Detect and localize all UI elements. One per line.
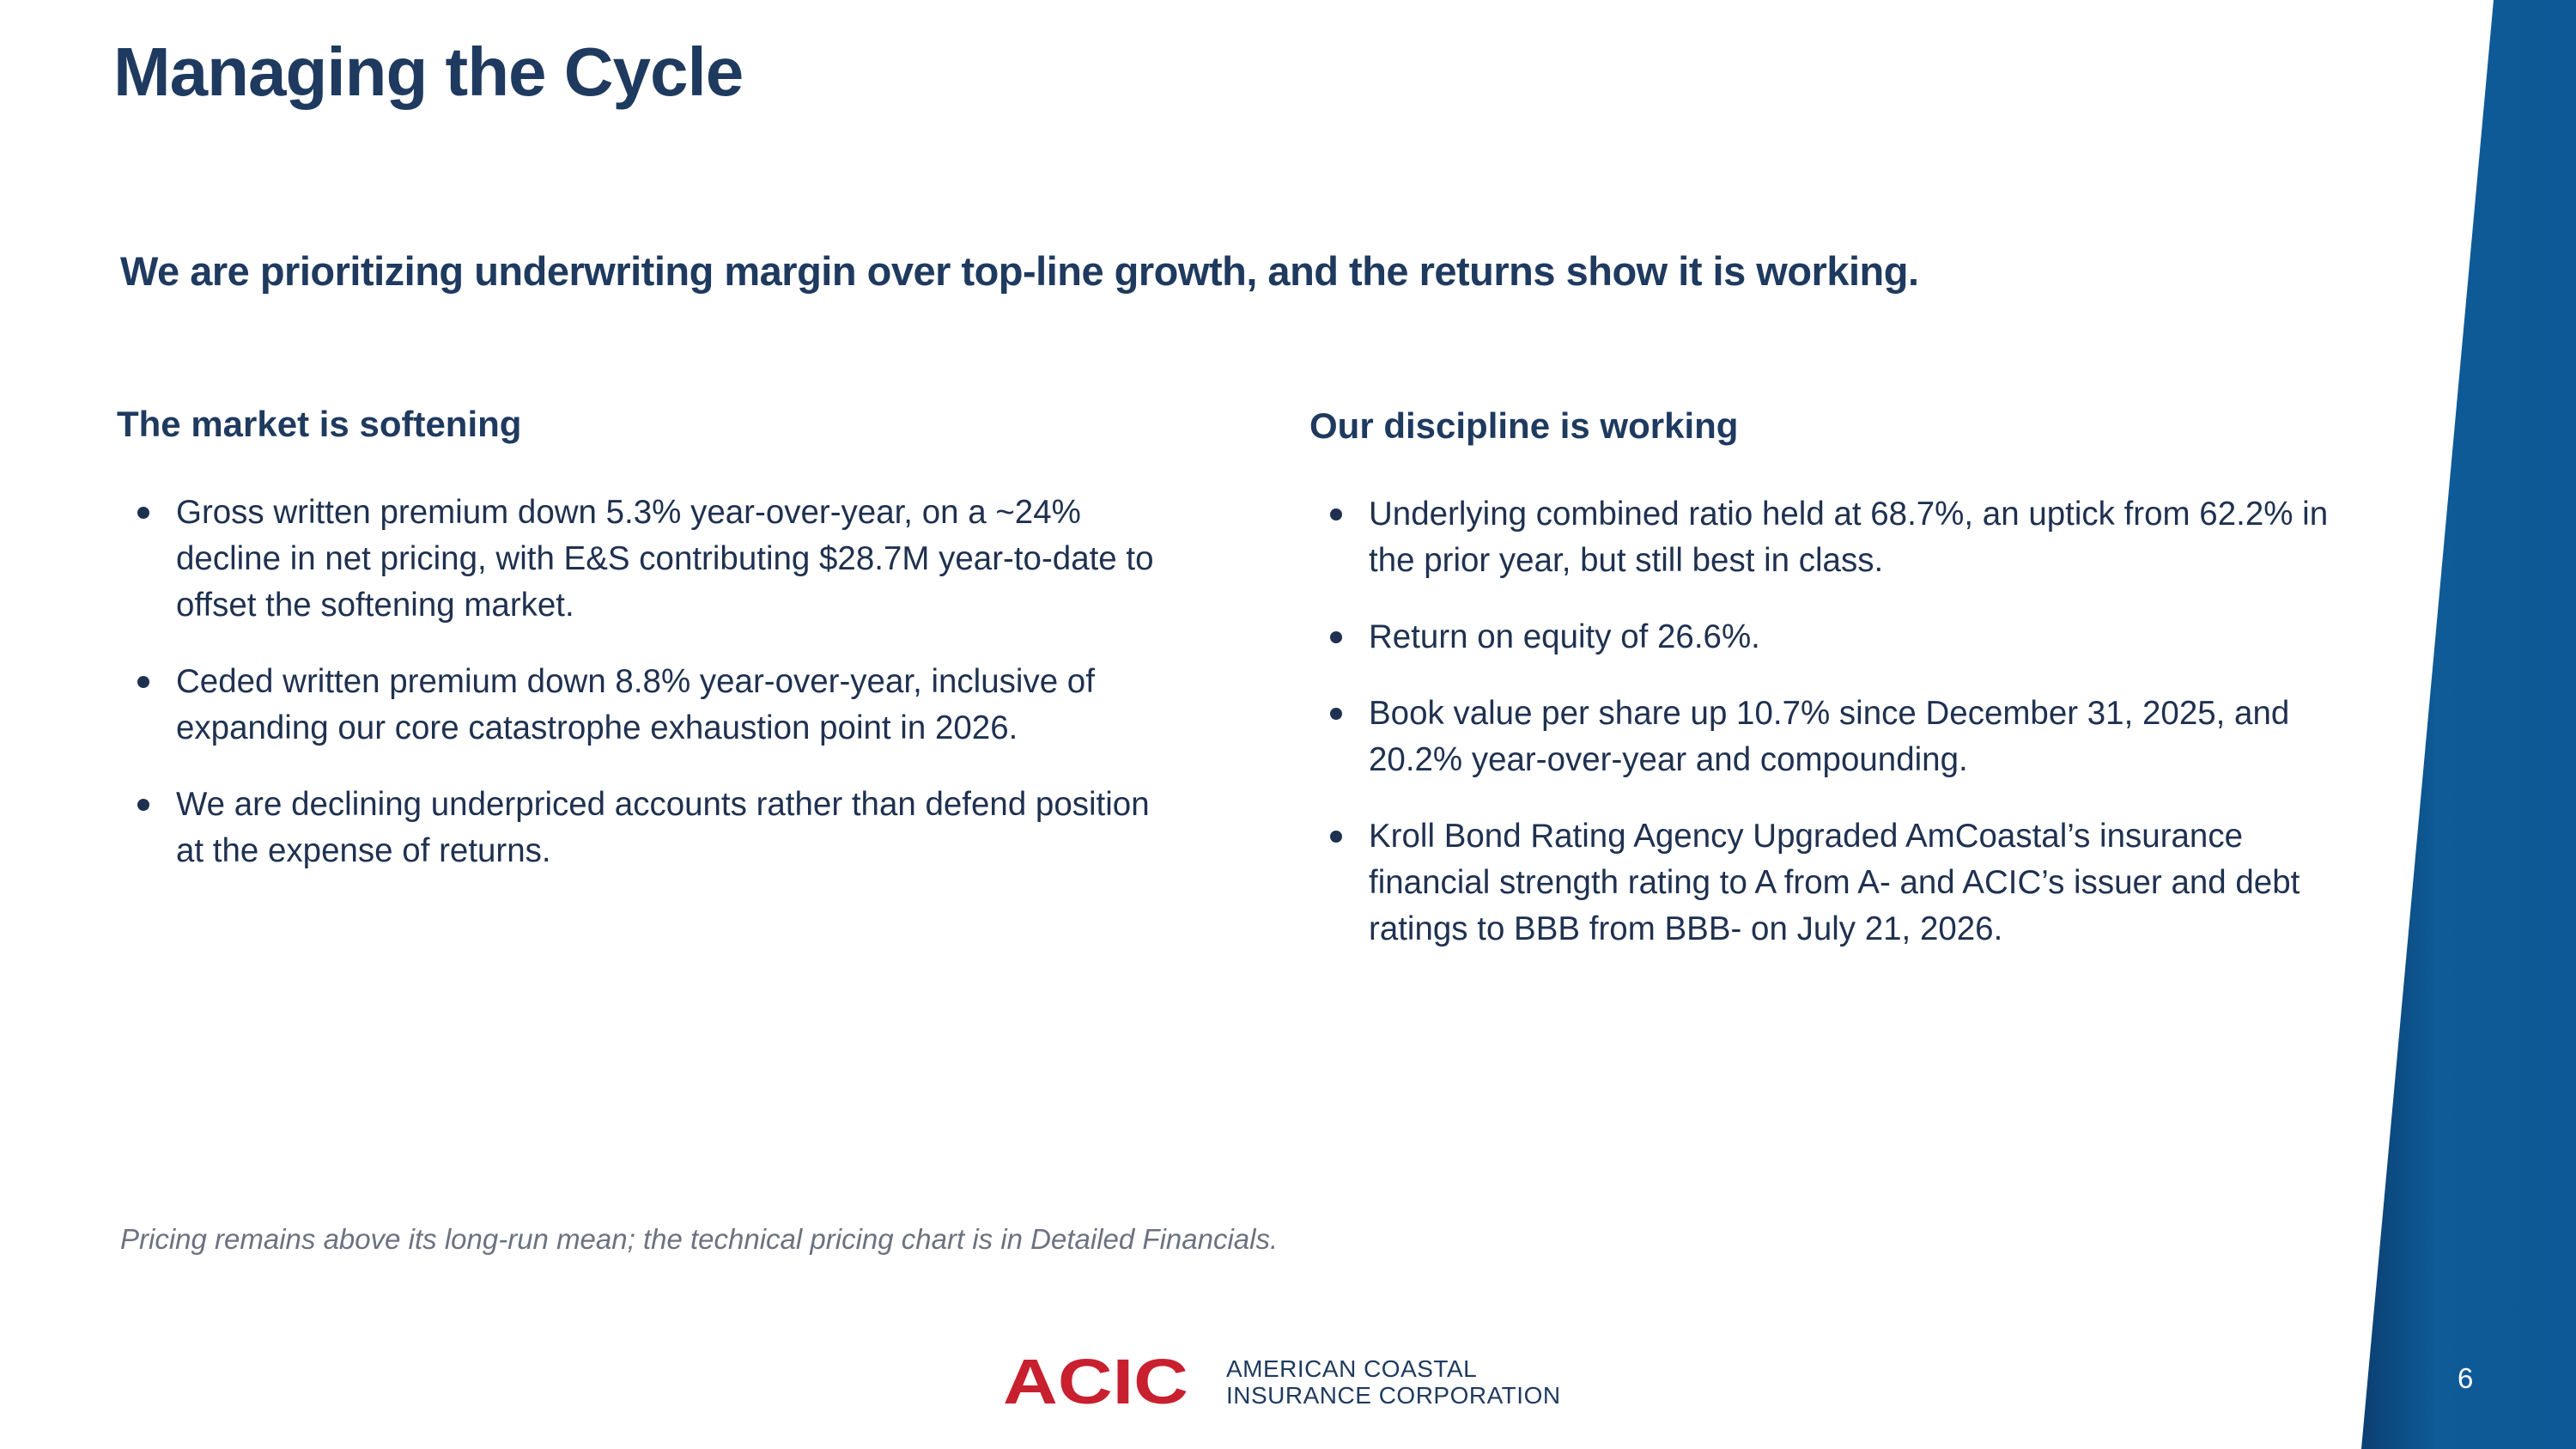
footnote: Pricing remains above its long-run mean;… [120, 1223, 1279, 1255]
bullet-icon [1330, 631, 1342, 643]
svg-text:ACIC: ACIC [1003, 1354, 1188, 1410]
list-item: Ceded written premium down 8.8% year-ove… [117, 659, 1173, 752]
right-column: Our discipline is working Underlying com… [1309, 404, 2340, 983]
bullet-icon [137, 676, 149, 688]
page-title: Managing the Cycle [113, 33, 744, 110]
acic-logo-mark: ACIC [1003, 1354, 1188, 1410]
bullet-icon [1330, 708, 1342, 720]
bullet-icon [1330, 831, 1342, 843]
left-column-heading: The market is softening [117, 404, 522, 444]
left-column: The market is softening Gross written pr… [117, 404, 1173, 904]
list-item: Gross written premium down 5.3% year-ove… [117, 490, 1173, 629]
list-item-text: Book value per share up 10.7% since Dece… [1369, 695, 2290, 778]
logo-line-2: INSURANCE CORPORATION [1226, 1382, 1561, 1409]
list-item-text: We are declining underpriced accounts ra… [176, 786, 1150, 869]
bullet-icon [137, 507, 149, 519]
right-column-heading: Our discipline is working [1309, 405, 1739, 446]
bullet-icon [1330, 508, 1342, 521]
list-item: Return on equity of 26.6%. [1309, 614, 2340, 661]
page-number: 6 [2458, 1362, 2474, 1394]
company-logo: ACIC AMERICAN COASTAL INSURANCE CORPORAT… [1003, 1353, 1561, 1411]
list-item: Book value per share up 10.7% since Dece… [1309, 691, 2340, 783]
list-item-text: Kroll Bond Rating Agency Upgraded AmCoas… [1369, 818, 2300, 947]
left-bullet-list: Gross written premium down 5.3% year-ove… [117, 490, 1173, 874]
slide-subtitle: We are prioritizing underwriting margin … [120, 248, 1919, 294]
list-item-text: Gross written premium down 5.3% year-ove… [176, 494, 1154, 624]
logo-line-1: AMERICAN COASTAL [1226, 1355, 1478, 1382]
list-item: Underlying combined ratio held at 68.7%,… [1309, 491, 2340, 584]
list-item: Kroll Bond Rating Agency Upgraded AmCoas… [1309, 813, 2340, 953]
logo-company-name: AMERICAN COASTAL INSURANCE CORPORATION [1226, 1355, 1561, 1409]
list-item-text: Ceded written premium down 8.8% year-ove… [176, 663, 1095, 746]
bullet-icon [137, 799, 149, 811]
list-item: We are declining underpriced accounts ra… [117, 782, 1173, 874]
list-item-text: Underlying combined ratio held at 68.7%,… [1369, 496, 2329, 579]
right-bullet-list: Underlying combined ratio held at 68.7%,… [1309, 491, 2340, 953]
list-item-text: Return on equity of 26.6%. [1369, 618, 1760, 655]
